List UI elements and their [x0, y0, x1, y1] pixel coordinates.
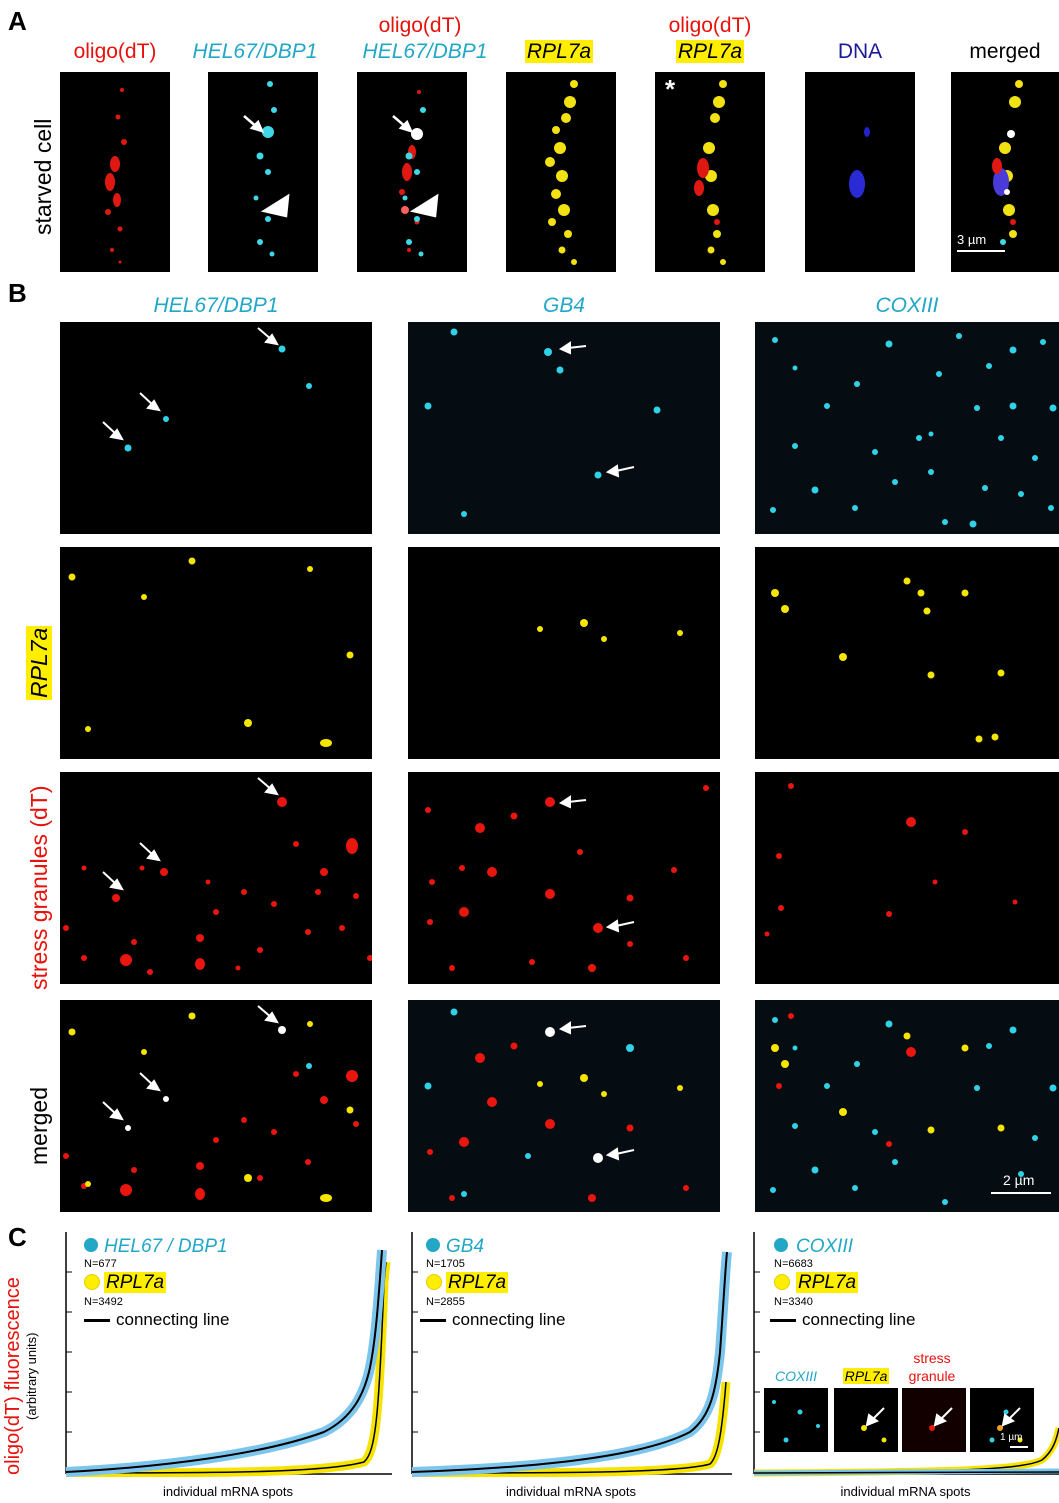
panelC-legend3-dot-mrna — [774, 1238, 788, 1252]
panelB-scalebar-label: 2 µm — [1003, 1172, 1035, 1188]
panelA-image-merge1 — [357, 72, 467, 272]
panelC-legend3-ref: RPL7a — [796, 1272, 859, 1293]
panelB-row-label-rpl7a: RPL7a — [26, 625, 52, 700]
panelC-legend1-connecting: connecting line — [116, 1310, 230, 1329]
panelC-inset-title-stress-bottom: granule — [908, 1368, 956, 1384]
panelB-image-hel67-merged — [60, 1000, 372, 1212]
panelC-legend2-dot-ref — [426, 1274, 442, 1290]
panelC-plot-1-svg — [65, 1232, 392, 1477]
panel-label-b: B — [8, 278, 27, 308]
panelB-image-gb4-stress — [408, 772, 720, 984]
panelA-image-merged: 3 µm — [951, 72, 1059, 272]
panelC-legend1-dot-ref — [84, 1274, 100, 1290]
panelB-image-hel67-rpl7a — [60, 547, 372, 759]
panelC-xlabel-2: individual mRNA spots — [505, 1484, 637, 1499]
panelC-legend1-mrna-n: N=677 — [84, 1258, 117, 1270]
panelC-inset-title-stress-top: stress — [913, 1350, 951, 1366]
panelA-image-oligo — [60, 72, 170, 272]
panelA-image-hel67 — [208, 72, 318, 272]
panelB-image-hel67-cyan — [60, 322, 372, 534]
panelC-plot-2 — [410, 1232, 732, 1477]
panelC-legend1-ref-n: N=3492 — [84, 1296, 123, 1308]
panelC-inset-title-coxiii: COXIII — [774, 1368, 817, 1384]
panelC-legend2-connecting: connecting line — [452, 1310, 566, 1329]
panelC-legend3-mrna: COXIII — [796, 1236, 854, 1257]
panelA-title-dna: DNA — [837, 40, 883, 63]
panelC-legend2-ref: RPL7a — [446, 1272, 509, 1293]
panelC-legend2-dot-mrna — [426, 1238, 440, 1252]
panelC-inset-stress — [902, 1388, 966, 1452]
panelB-image-coxiii-merged: 2 µm — [755, 1000, 1059, 1212]
panelC-plot-3 — [752, 1232, 1059, 1477]
panelB-row-label-merged: merged — [26, 1087, 52, 1165]
panelC-xlabel-1: individual mRNA spots — [162, 1484, 294, 1499]
panelC-legend3-ref-n: N=3340 — [774, 1296, 813, 1308]
panelA-title-merge1-top: oligo(dT) — [378, 14, 462, 37]
panelC-plot-3-svg — [753, 1232, 1059, 1477]
panelC-legend3-mrna-n: N=6683 — [774, 1258, 813, 1270]
panelA-image-rpl7a — [506, 72, 616, 272]
panel-label-c: C — [8, 1222, 27, 1252]
panelA-asterisk: * — [665, 74, 676, 104]
panelB-col-title-hel67: HEL67/DBP1 — [153, 294, 279, 317]
panelA-scalebar — [957, 250, 1005, 252]
panelC-plot-1 — [64, 1232, 392, 1477]
panelC-legend3-line — [770, 1319, 796, 1322]
panelC-ylabel-sub: (arbitrary units) — [24, 1332, 39, 1420]
panelC-legend2-mrna: GB4 — [446, 1236, 485, 1257]
panelC-legend2-line — [420, 1319, 446, 1322]
panelC-plot-2-svg — [411, 1232, 732, 1477]
panelB-image-gb4-cyan — [408, 322, 720, 534]
panelB-scalebar — [991, 1192, 1051, 1194]
panelB-image-coxiii-rpl7a — [755, 547, 1059, 759]
panelB-image-hel67-stress — [60, 772, 372, 984]
panelA-title-hel67: HEL67/DBP1 — [192, 40, 318, 63]
panelC-legend1-mrna: HEL67 / DBP1 — [104, 1236, 228, 1257]
panelC-inset-scalebar-label: 1 µm — [1000, 1432, 1023, 1443]
panelC-xlabel-3: individual mRNA spots — [840, 1484, 971, 1499]
panelC-ylabel: oligo(dT) fluorescence — [2, 1277, 24, 1475]
panelC-legend2-mrna-n: N=1705 — [426, 1258, 465, 1270]
panelA-image-merge2: * — [655, 72, 765, 272]
panel-label-a: A — [8, 6, 27, 36]
panelA-title-merge1-bottom: HEL67/DBP1 — [362, 40, 488, 63]
panelA-title-merge2-top: oligo(dT) — [668, 14, 752, 37]
panelC-legend2-ref-n: N=2855 — [426, 1296, 465, 1308]
panelA-row-label: starved cell — [30, 118, 56, 235]
panelA-scalebar-label: 3 µm — [957, 232, 987, 247]
panelC-inset-scalebar — [1010, 1446, 1028, 1448]
panelC-legend1-dot-mrna — [84, 1238, 98, 1252]
panelB-image-coxiii-cyan — [755, 322, 1059, 534]
panelC-inset-merged: 1 µm — [970, 1388, 1034, 1452]
panelB-image-gb4-merged — [408, 1000, 720, 1212]
panelA-title-oligo: oligo(dT) — [73, 40, 157, 63]
panelB-image-coxiii-stress — [755, 772, 1059, 984]
panelA-title-merge2-bottom: RPL7a — [675, 40, 745, 63]
panelC-legend1-ref: RPL7a — [104, 1272, 167, 1293]
panelB-col-title-gb4: GB4 — [542, 294, 586, 317]
panelB-image-gb4-rpl7a — [408, 547, 720, 759]
panelB-row-label-stress: stress granules (dT) — [26, 785, 52, 990]
panelC-inset-coxiii — [764, 1388, 828, 1452]
panelA-image-dna — [805, 72, 915, 272]
panelC-legend3-connecting: connecting line — [802, 1310, 916, 1329]
panelB-col-title-coxiii: COXIII — [875, 294, 939, 317]
panelC-inset-title-rpl7a: RPL7a — [842, 1368, 890, 1384]
panelC-legend3-dot-ref — [774, 1274, 790, 1290]
panelC-inset-rpl7a — [834, 1388, 898, 1452]
panelA-title-rpl7a: RPL7a — [524, 40, 594, 63]
panelA-title-merged: merged — [969, 40, 1041, 63]
panelC-legend1-line — [84, 1319, 110, 1322]
